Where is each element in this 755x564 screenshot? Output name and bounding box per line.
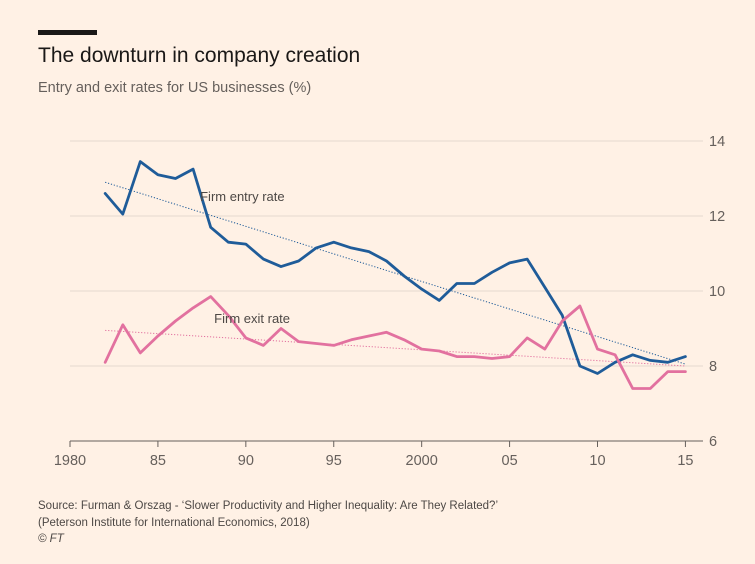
ft-credit: © FT: [38, 533, 64, 545]
x-tick-label-2015: 15: [677, 453, 693, 469]
x-tick-label-1990: 90: [238, 453, 254, 469]
x-tick-label-1985: 85: [150, 453, 166, 469]
x-tick-label-2005: 05: [502, 453, 518, 469]
source-line-2: (Peterson Institute for International Ec…: [38, 516, 310, 529]
x-tick-label-1995: 95: [326, 453, 342, 469]
x-axis: 1980 85 90 95 2000 05 10 15: [54, 440, 703, 469]
chart-title: The downturn in company creation: [38, 44, 361, 67]
y-axis: 6 8 10 12 14: [709, 134, 725, 450]
trend-line-0: [105, 181, 686, 365]
gridlines: [70, 140, 703, 367]
x-tick-label-1980: 1980: [54, 453, 86, 469]
y-tick-label-10: 10: [709, 284, 725, 300]
series-line-0: [103, 160, 687, 375]
trend-line-1: [105, 329, 686, 367]
trend-lines: [105, 181, 686, 367]
y-tick-label-8: 8: [709, 359, 717, 375]
x-tick-label-2000: 2000: [406, 453, 438, 469]
series-line-1: [103, 295, 687, 390]
x-tick-label-2010: 10: [589, 453, 605, 469]
chart-subtitle: Entry and exit rates for US businesses (…: [38, 80, 312, 96]
series-label-1: Firm exit rate: [214, 311, 290, 326]
series-label-0: Firm entry rate: [200, 189, 285, 204]
source-note: Source: Furman & Orszag - ‘Slower Produc…: [38, 498, 498, 548]
series-lines: [103, 160, 687, 390]
y-tick-label-14: 14: [709, 134, 725, 150]
y-tick-label-6: 6: [709, 434, 717, 450]
series-labels: Firm entry rate Firm exit rate: [200, 189, 290, 326]
source-line-1: Source: Furman & Orszag - ‘Slower Produc…: [38, 500, 498, 512]
title-accent-bar: [38, 30, 97, 35]
y-tick-label-12: 12: [709, 209, 725, 225]
